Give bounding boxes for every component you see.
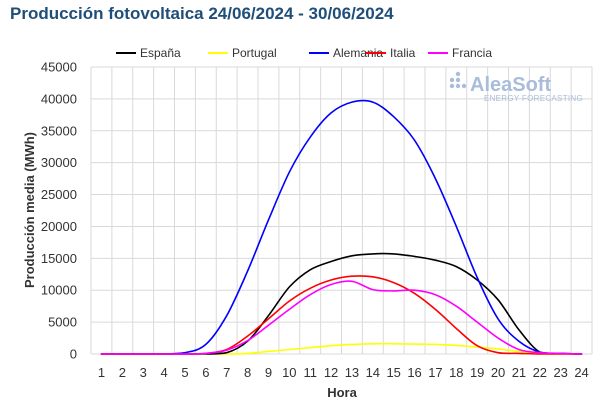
x-tick-label: 13 [345, 365, 359, 380]
x-axis-title: Hora [327, 385, 357, 400]
x-tick-label: 4 [160, 365, 167, 380]
legend-label: Portugal [232, 46, 277, 60]
chart-title: Producción fotovoltaica 24/06/2024 - 30/… [10, 4, 394, 23]
y-tick-label: 25000 [41, 187, 77, 202]
series-line-alemania [100, 99, 583, 355]
series-line-francia [100, 280, 583, 355]
axes-layer: 0 5000 10000 15000 20000 25000 30000 35000 40000… [41, 60, 589, 381]
watermark-brand: AleaSoft [470, 74, 551, 96]
legend-label: Italia [390, 46, 416, 60]
y-axis-title: Producción media (MWh) [22, 132, 37, 288]
y-tick-label: 0 [70, 347, 77, 362]
x-tick-label: 11 [303, 365, 317, 380]
x-tick-label: 10 [282, 365, 296, 380]
legend-label: España [140, 46, 181, 60]
x-tick-label: 21 [512, 365, 526, 380]
x-tick-label: 14 [366, 365, 380, 380]
x-tick-label: 17 [428, 365, 442, 380]
y-tick-label: 30000 [41, 155, 77, 170]
y-tick-label: 40000 [41, 91, 77, 106]
y-tick-label: 20000 [41, 219, 77, 234]
y-tick-label: 35000 [41, 123, 77, 138]
watermark-tagline: ENERGY FORECASTING [484, 94, 583, 103]
x-tick-label: 16 [407, 365, 421, 380]
x-tick-label: 6 [202, 365, 209, 380]
x-tick-label: 2 [119, 365, 126, 380]
y-tick-label: 15000 [41, 251, 77, 266]
x-tick-label: 9 [265, 365, 272, 380]
x-tick-label: 19 [470, 365, 484, 380]
x-tick-label: 15 [386, 365, 400, 380]
legend-label: Alemania [333, 46, 383, 60]
aleasoft-dots-icon [449, 71, 467, 89]
y-tick-label: 45000 [41, 60, 77, 75]
aleasoft-watermark: AleaSoft ENERGY FORECASTING [449, 71, 583, 103]
legend: España Portugal Alemania Italia Francia [116, 46, 492, 60]
x-tick-label: 8 [244, 365, 251, 380]
x-tick-label: 1 [98, 365, 105, 380]
x-tick-label: 12 [324, 365, 338, 380]
x-tick-label: 5 [181, 365, 188, 380]
x-tick-label: 3 [140, 365, 147, 380]
legend-label: Francia [452, 46, 492, 60]
x-tick-label: 23 [553, 365, 567, 380]
x-tick-label: 7 [223, 365, 230, 380]
y-tick-label: 5000 [48, 315, 77, 330]
x-tick-label: 22 [533, 365, 547, 380]
x-tick-label: 20 [491, 365, 505, 380]
y-tick-label: 10000 [41, 283, 77, 298]
x-tick-label: 24 [574, 365, 588, 380]
x-tick-label: 18 [449, 365, 463, 380]
grid-layer [90, 66, 593, 355]
series-layer [100, 99, 583, 355]
